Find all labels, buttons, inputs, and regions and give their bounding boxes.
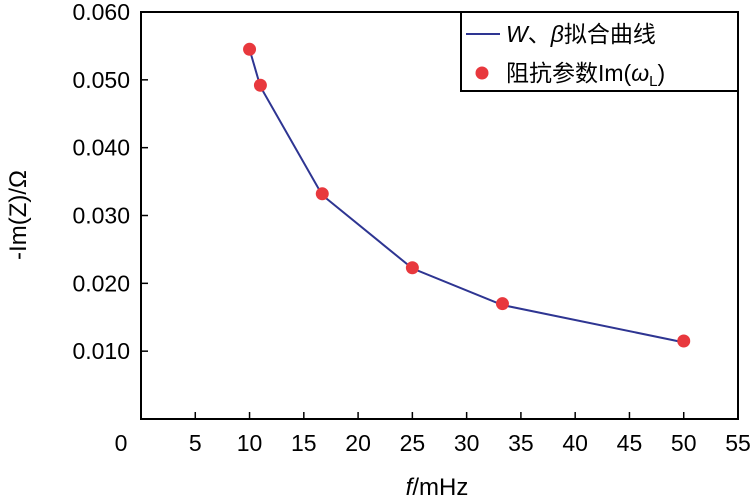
y-tick-label: 0.060 (72, 0, 130, 25)
data-point (677, 334, 691, 348)
data-point (315, 187, 329, 201)
impedance-points (243, 42, 691, 348)
x-tick-label: 50 (671, 430, 697, 456)
y-tick-label: 0.030 (72, 203, 130, 229)
legend-box (460, 11, 739, 92)
x-tick-label: 5 (189, 430, 202, 456)
x-tick-label: 45 (617, 430, 643, 456)
legend-marker-swatch (475, 66, 489, 80)
y-tick-label: 0.040 (72, 135, 130, 161)
x-tick-label: 40 (562, 430, 588, 456)
y-tick-label: 0.050 (72, 67, 130, 93)
x-tick-label: 15 (291, 430, 317, 456)
y-axis-ticks: 0.010 0.020 0.030 0.040 0.050 0.060 (72, 0, 148, 364)
x-tick-label: 30 (454, 430, 480, 456)
x-tick-label: 10 (237, 430, 263, 456)
legend-line-label: W、β拟合曲线 (506, 21, 656, 47)
x-tick-label: 20 (345, 430, 371, 456)
x-tick-label: 35 (508, 430, 534, 456)
data-point (495, 297, 509, 311)
legend: W、β拟合曲线 阻抗参数Im(ωL) (460, 11, 739, 92)
data-point (405, 261, 419, 275)
x-tick-label: 0 (115, 430, 128, 456)
x-axis-title: f/mHz (406, 474, 469, 501)
x-tick-label: 55 (725, 430, 750, 456)
fit-curve-line (248, 49, 684, 344)
y-tick-label: 0.010 (72, 338, 130, 364)
x-tick-label: 25 (400, 430, 426, 456)
x-axis-ticks: 0 5 10 15 20 25 30 35 40 45 50 55 (115, 412, 750, 456)
data-point (243, 42, 257, 56)
legend-marker-label: 阻抗参数Im(ωL) (506, 60, 665, 90)
data-point (253, 78, 267, 92)
y-axis-title: -Im(Z)/Ω (5, 170, 32, 260)
y-tick-label: 0.020 (72, 270, 130, 296)
